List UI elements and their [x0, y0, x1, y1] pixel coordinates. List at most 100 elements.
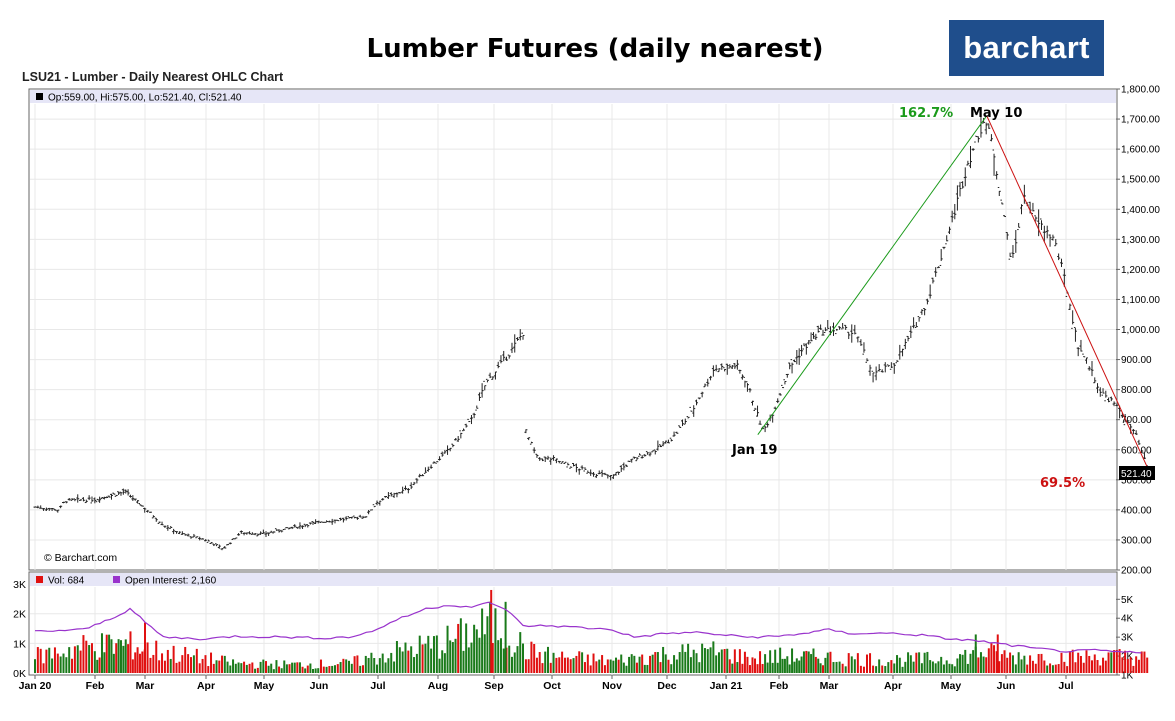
- volume-bar: [881, 665, 884, 673]
- volume-bar: [703, 648, 706, 673]
- volume-bar: [359, 665, 362, 673]
- volume-bar: [609, 659, 612, 673]
- y-tick-label: 200.00: [1121, 566, 1152, 577]
- volume-bar: [370, 652, 373, 673]
- volume-bar: [1014, 664, 1017, 673]
- volume-bar: [398, 647, 401, 673]
- volume-bar: [681, 644, 684, 673]
- ohlc-bar: [1129, 423, 1133, 434]
- ohlc-bar: [569, 466, 573, 469]
- chart-title: Lumber Futures (daily nearest): [366, 34, 824, 64]
- ohlc-bar: [95, 498, 99, 503]
- ohlc-bar: [192, 533, 196, 538]
- volume-bar: [328, 666, 331, 673]
- volume-bar: [325, 666, 328, 673]
- ohlc-bar: [298, 522, 302, 530]
- volume-bar: [430, 648, 433, 673]
- ohlc-bar: [381, 498, 385, 501]
- volume-bar: [670, 664, 673, 673]
- volume-bar: [270, 663, 273, 673]
- volume-bar: [563, 657, 566, 673]
- ohlc-bar: [1000, 199, 1004, 205]
- volume-bar: [641, 654, 644, 673]
- ohlc-bar: [146, 510, 150, 513]
- ohlc-bar: [327, 520, 331, 523]
- volume-bar: [441, 650, 444, 673]
- ohlc-bar: [256, 533, 260, 537]
- volume-bar: [630, 654, 633, 673]
- volume-bar: [1063, 661, 1066, 673]
- ohlc-bar: [680, 419, 684, 427]
- ohlc-bar: [198, 536, 202, 541]
- volume-bar: [462, 650, 465, 673]
- volume-bar: [717, 652, 720, 673]
- ohlc-bar: [859, 339, 863, 346]
- volume-bar: [1057, 664, 1060, 673]
- ohlc-bar: [678, 425, 682, 428]
- ohlc-bar: [231, 538, 235, 540]
- volume-bar: [134, 652, 137, 673]
- ohlc-bar: [800, 344, 804, 356]
- y-tick-label: 1,400.00: [1121, 205, 1160, 216]
- volume-bar: [1034, 663, 1037, 673]
- ohlc-bar: [651, 450, 655, 453]
- ohlc-bar: [350, 516, 354, 519]
- volume-bar: [390, 652, 393, 673]
- ohlc-bar: [477, 392, 481, 401]
- ohlc-bar: [583, 467, 587, 472]
- y-tick-label: 1,000.00: [1121, 325, 1160, 336]
- ohlc-bar: [1098, 387, 1102, 397]
- ohlc-bar: [1048, 234, 1052, 247]
- volume-bar: [465, 623, 468, 673]
- volume-bar: [384, 662, 387, 673]
- ohlc-bar: [745, 381, 749, 392]
- volume-bar: [586, 654, 589, 673]
- ohlc-bar: [50, 508, 54, 511]
- ohlc-bar: [1011, 245, 1015, 258]
- ohlc-bar: [1040, 218, 1043, 231]
- volume-bar: [689, 657, 692, 673]
- volume-bar: [912, 661, 915, 673]
- volume-bar: [723, 649, 726, 673]
- ohlc-bar: [483, 380, 487, 391]
- ohlc-bar: [1101, 388, 1105, 396]
- ohlc-bar: [107, 495, 111, 498]
- volume-bar: [798, 660, 801, 673]
- volume-bar: [212, 663, 215, 673]
- volume-bar: [1029, 655, 1032, 673]
- y-tick-label: 1,100.00: [1121, 295, 1160, 306]
- ohlc-bar: [984, 122, 988, 135]
- volume-bar: [237, 662, 240, 673]
- volume-bar: [853, 659, 856, 673]
- ohlc-bar: [64, 501, 68, 504]
- ohlc-bar: [664, 440, 668, 444]
- volume-bar: [1093, 654, 1096, 673]
- volume-bar: [904, 661, 907, 673]
- volume-bar: [413, 657, 416, 673]
- volume-bar: [491, 642, 494, 673]
- ohlc-bar: [239, 530, 243, 534]
- volume-bar: [322, 666, 325, 673]
- volume-bar: [667, 659, 670, 673]
- ohlc-bar: [785, 373, 789, 378]
- ohlc-bar: [515, 337, 519, 341]
- volume-bar: [698, 662, 701, 673]
- volume-bar: [129, 631, 132, 673]
- volume-bar: [181, 655, 184, 673]
- ohlc-bar: [792, 359, 796, 363]
- volume-bar: [291, 662, 294, 673]
- volume-bar: [1124, 650, 1127, 673]
- ohlc-bar: [467, 418, 471, 423]
- volume-bar: [751, 657, 754, 673]
- ohlc-bar: [491, 376, 495, 380]
- vol-left-tick-label: 3K: [13, 579, 26, 591]
- ohlc-bar: [529, 441, 533, 445]
- x-tick-label: Apr: [884, 680, 902, 692]
- volume-bar: [136, 647, 139, 673]
- volume-bar: [427, 635, 430, 673]
- ohlc-bar: [692, 405, 696, 417]
- volume-bar: [678, 652, 681, 673]
- x-tick-label: Nov: [602, 680, 622, 692]
- ohlc-bar: [280, 529, 284, 533]
- volume-bar: [435, 635, 438, 673]
